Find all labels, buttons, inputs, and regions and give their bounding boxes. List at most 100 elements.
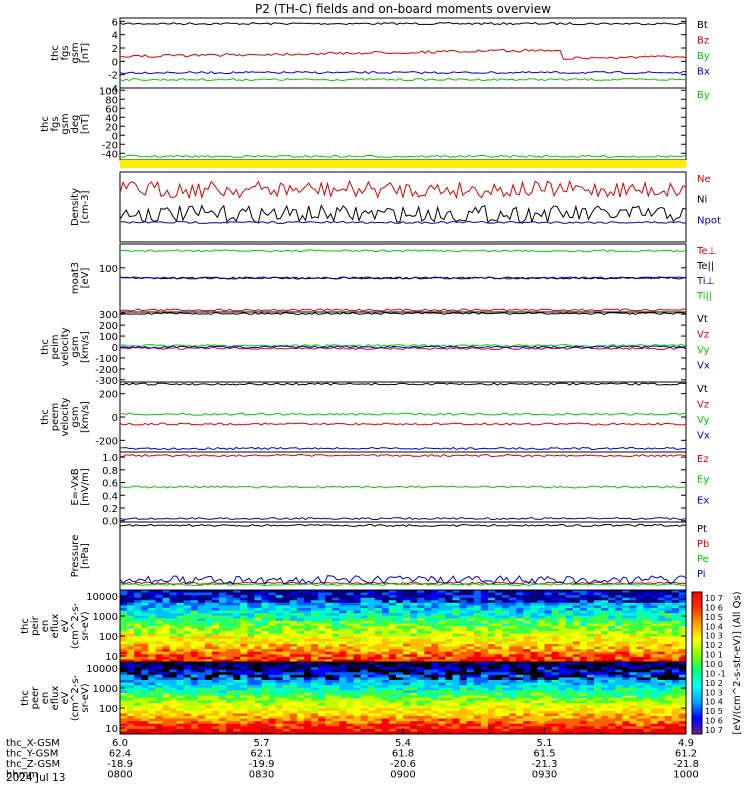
spectrogram-cell <box>678 610 687 614</box>
spectrogram-cell <box>332 592 340 596</box>
spectrogram-cell <box>197 636 206 640</box>
spectrogram-cell <box>374 716 383 720</box>
ytick-label: -200 <box>95 365 118 376</box>
spectrogram-cell <box>318 687 326 691</box>
spectrogram-cell <box>509 649 517 653</box>
spectrogram-cell <box>586 677 595 681</box>
spectrogram-cell <box>141 708 149 712</box>
spectrogram-cell <box>565 728 574 732</box>
spectrogram-cell <box>480 615 489 619</box>
spectrogram-cell <box>615 620 623 624</box>
spectrogram-cell <box>502 602 510 606</box>
series-Ex-line <box>119 516 687 521</box>
spectrogram-cell <box>120 662 128 666</box>
spectrogram-cell <box>395 667 404 671</box>
spectrogram-cell <box>438 592 446 596</box>
spectrogram-cell <box>226 595 234 599</box>
spectrogram-cell <box>608 620 616 624</box>
spectrogram-cell <box>586 662 595 666</box>
spectrogram-cell <box>551 605 560 609</box>
spectrogram-cell <box>141 713 149 717</box>
spectrogram-cell <box>311 680 319 684</box>
spectrogram-cell <box>141 680 149 684</box>
spectrogram-cell <box>240 608 248 612</box>
spectrogram-cell <box>516 620 524 624</box>
spectrogram-cell <box>162 728 171 732</box>
spectrogram-cell <box>183 628 192 632</box>
spectrogram-cell <box>311 685 319 689</box>
spectrogram-cell <box>247 641 255 645</box>
spectrogram-cell <box>162 672 171 676</box>
spectrogram-cell <box>494 618 503 622</box>
orbit-value: 0900 <box>390 770 415 781</box>
spectrogram-cell <box>289 654 298 658</box>
spectrogram-cell <box>636 692 645 696</box>
spectrogram-cell <box>551 602 560 606</box>
spectrogram-cell <box>410 595 418 599</box>
spectrogram-cell <box>183 595 192 599</box>
spectrogram-cell <box>388 695 397 699</box>
spectrogram-cell <box>169 659 178 663</box>
spectrogram-cell <box>650 641 659 645</box>
spectrogram-cell <box>586 656 595 660</box>
spectrogram-cell <box>586 672 595 676</box>
spectrogram-cell <box>134 685 142 689</box>
spectrogram-cell <box>650 656 659 660</box>
spectrogram-cell <box>318 618 326 622</box>
legend-Vx: Vx <box>697 361 710 372</box>
spectrogram-cell <box>657 731 666 735</box>
spectrogram-cell <box>381 605 390 609</box>
status-bar <box>120 160 686 168</box>
spectrogram-cell <box>494 649 503 653</box>
spectrogram-cell <box>438 682 446 686</box>
orbit-row-label: thc_X-GSM <box>6 738 60 749</box>
spectrogram-cell <box>268 615 277 619</box>
spectrogram-cell <box>268 649 277 653</box>
spectrogram-cell <box>509 633 517 637</box>
spectrogram-cell <box>544 651 553 655</box>
spectrogram-cell <box>636 726 645 730</box>
spectrogram-cell <box>601 716 609 720</box>
spectrogram-cell <box>509 698 517 702</box>
spectrogram-cell <box>233 721 241 725</box>
spectrogram-cell <box>219 638 227 642</box>
spectrogram-cell <box>615 641 623 645</box>
spectrogram-cell <box>233 618 241 622</box>
spectrogram-cell <box>240 631 248 635</box>
spectrogram-cell <box>487 610 496 614</box>
spectrogram-cell <box>615 700 623 704</box>
spectrogram-cell <box>268 731 277 735</box>
spectrogram-cell <box>190 602 199 606</box>
spectrogram-cell <box>120 685 128 689</box>
spectrogram-cell <box>509 615 517 619</box>
spectrogram-cell <box>148 700 156 704</box>
spectrogram-cell <box>219 687 227 691</box>
spectrogram-cell <box>452 695 461 699</box>
spectrogram-cell <box>608 664 616 668</box>
spectrogram-cell <box>240 716 248 720</box>
spectrogram-cell <box>303 613 312 617</box>
spectrogram-cell <box>346 641 354 645</box>
spectrogram-cell <box>120 700 128 704</box>
spectrogram-cell <box>452 723 461 727</box>
spectrogram-cell <box>204 595 213 599</box>
spectrogram-cell <box>162 618 171 622</box>
spectrogram-cell <box>565 626 574 630</box>
spectrogram-cell <box>275 695 284 699</box>
spectrogram-cell <box>558 716 567 720</box>
spectrogram-cell <box>296 659 305 663</box>
spectrogram-cell <box>487 623 496 627</box>
spectrogram-cell <box>473 654 482 658</box>
spectrogram-cell <box>544 623 553 627</box>
spectrogram-cell <box>410 710 418 714</box>
spectrogram-cell <box>190 605 199 609</box>
spectrogram-cell <box>325 705 333 709</box>
spectrogram-cell <box>367 615 376 619</box>
spectrogram-cell <box>459 615 468 619</box>
spectrogram-cell <box>204 680 213 684</box>
spectrogram-cell <box>586 728 595 732</box>
spectrogram-cell <box>162 662 171 666</box>
spectrogram-cell <box>325 685 333 689</box>
panel-2-frame <box>119 87 687 161</box>
spectrogram-cell <box>643 728 652 732</box>
